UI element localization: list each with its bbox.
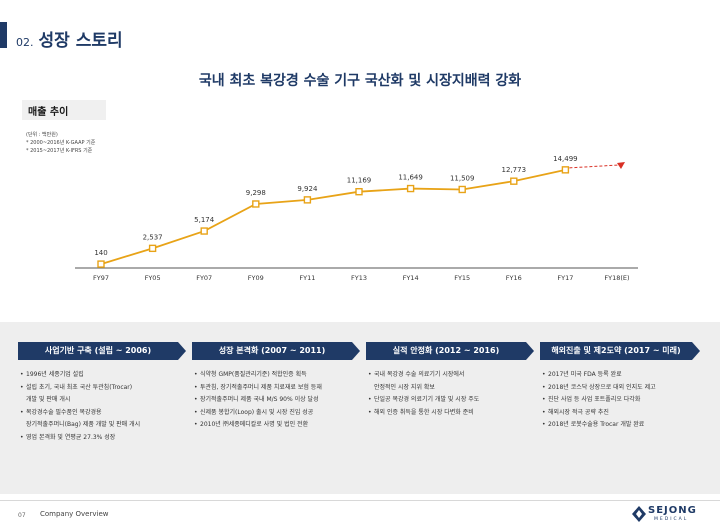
phase-3-item: 단일공 복강경 의료기기 개발 및 시장 주도 [366, 394, 534, 407]
phase-1-item: 1996년 세종기업 설립 [18, 369, 186, 382]
x-tick-label: FY05 [145, 274, 161, 282]
phase-2-item: 투관침, 장기적출주머니 제품 치료재료 보험 등재 [192, 382, 360, 395]
phase-1-item: 개발 및 판매 개시 [26, 396, 71, 404]
data-label: 11,169 [347, 177, 372, 185]
sales-line-chart: 140 2,537 5,174 9,298 9,924 11,169 11,649 11,50… [75, 155, 638, 282]
section-header: 02. 성장 스토리 [16, 26, 123, 51]
data-label: 12,773 [502, 166, 527, 174]
logo-name: SEJONG [648, 505, 697, 516]
page-number: 07 [18, 512, 26, 519]
phase-1-title: 사업기반 구축 (설립 ~ 2006) [44, 346, 152, 355]
phase-2-item: 신제품 봉합기(Loop) 출시 및 시장 진입 성공 [192, 407, 360, 420]
data-label: 2,537 [143, 233, 163, 241]
x-tick-label: FY97 [93, 274, 109, 282]
x-tick-label: FY16 [506, 274, 522, 282]
phase-1-item: 영업 본격화 및 연평균 27.3% 성장 [18, 432, 186, 445]
logo-mark-icon [632, 506, 646, 522]
phase-3: 실적 안정화 (2012 ~ 2016) 국내 복강경 수술 의료기기 시장에서… [366, 342, 534, 419]
trend-arrow-line [569, 164, 620, 169]
x-tick-label: FY09 [248, 274, 264, 282]
data-label: 9,924 [297, 185, 318, 193]
phase-1-item: 장기적출주머니(Bag) 제품 개발 및 판매 개시 [26, 421, 141, 429]
phase-3-title: 실적 안정화 (2012 ~ 2016) [392, 346, 500, 355]
x-tick-label: FY13 [351, 274, 367, 282]
footer-text: Company Overview [40, 510, 109, 518]
phase-2-title: 성장 본격화 (2007 ~ 2011) [218, 346, 326, 355]
phase-2: 성장 본격화 (2007 ~ 2011) 식약청 GMP(품질관리기준) 적합인… [192, 342, 360, 432]
header-accent-bar [0, 22, 7, 48]
phase-3-header: 실적 안정화 (2012 ~ 2016) [366, 342, 534, 360]
data-point [252, 200, 260, 208]
phase-1-header: 사업기반 구축 (설립 ~ 2006) [18, 342, 186, 360]
data-point [458, 185, 466, 194]
note-kgaap: * 2000~2016년 K-GAAP 기준 [26, 140, 96, 146]
phase-4-item: 해외시장 적극 공략 추진 [540, 407, 700, 420]
data-label: 5,174 [194, 216, 215, 224]
sejong-logo: SEJONG MEDICAL [632, 504, 712, 524]
phase-4-item: 진단 사업 등 사업 포트폴리오 다각화 [540, 394, 700, 407]
section-number: 02. [16, 36, 34, 49]
data-point [355, 188, 363, 196]
x-tick-label: FY11 [299, 274, 315, 282]
data-label: 14,499 [553, 155, 578, 163]
phase-4: 해외진출 및 제2도약 (2017 ~ 미래) 2017년 미국 FDA 등록 … [540, 342, 700, 432]
data-point [97, 260, 105, 268]
phase-2-item: 식약청 GMP(품질관리기준) 적합인증 획득 [192, 369, 360, 382]
phase-4-item: 2017년 미국 FDA 등록 완료 [540, 369, 700, 382]
note-kifrs: * 2015~2017년 K-IFRS 기준 [26, 148, 93, 154]
data-label: 9,298 [246, 189, 266, 197]
phase-3-item: 안정적인 시장 지위 확보 [374, 383, 435, 391]
section-title: 성장 스토리 [38, 31, 123, 51]
data-point [200, 227, 208, 235]
phase-2-item: 장기적출주머니 제품 국내 M/S 90% 이상 달성 [192, 394, 360, 407]
data-label: 140 [94, 249, 107, 257]
x-tick-label: FY07 [196, 274, 212, 282]
phase-1-item: 설립 초기, 국내 최초 국산 투관침(Trocar) [18, 382, 186, 395]
phase-1: 사업기반 구축 (설립 ~ 2006) 1996년 세종기업 설립 설립 초기,… [18, 342, 186, 444]
headline: 국내 최초 복강경 수술 기구 국산화 및 시장지배력 강화 [198, 73, 522, 89]
phase-2-header: 성장 본격화 (2007 ~ 2011) [192, 342, 360, 360]
data-point [561, 166, 570, 174]
x-tick-label: FY17 [557, 274, 573, 282]
sales-badge [22, 100, 106, 120]
footer-divider [0, 500, 720, 501]
phase-2-item: 2010년 ㈜세종메디칼로 사명 및 법인 전환 [192, 419, 360, 432]
x-tick-label: FY14 [403, 274, 419, 282]
data-label: 11,649 [398, 174, 423, 182]
phase-4-header: 해외진출 및 제2도약 (2017 ~ 미래) [540, 342, 700, 360]
data-point [510, 177, 518, 185]
x-tick-label: FY18(E) [604, 274, 629, 282]
sales-label: 매출 추이 [28, 107, 69, 118]
phase-1-items: 1996년 세종기업 설립 설립 초기, 국내 최초 국산 투관침(Trocar… [18, 369, 186, 445]
phase-1-item: 복강경수술 필수품인 복강경용 [18, 407, 186, 420]
data-label: 11,509 [450, 174, 475, 182]
phase-4-item: 2018년 코스닥 상장으로 대외 인지도 제고 [540, 382, 700, 395]
phase-4-title: 해외진출 및 제2도약 (2017 ~ 미래) [551, 346, 681, 355]
phase-3-item: 국내 복강경 수술 의료기기 시장에서 [366, 369, 534, 382]
phase-2-items: 식약청 GMP(품질관리기준) 적합인증 획득 투관침, 장기적출주머니 제품 … [192, 369, 360, 432]
data-point [406, 184, 415, 193]
x-tick-label: FY15 [454, 274, 470, 282]
phase-4-items: 2017년 미국 FDA 등록 완료 2018년 코스닥 상장으로 대외 인지도… [540, 369, 700, 432]
data-point [303, 196, 312, 204]
chart-notes: (단위 : 백만원) * 2000~2016년 K-GAAP 기준 * 2015… [26, 131, 95, 155]
phase-4-item: 2018년 로봇수술용 Trocar 개발 완료 [540, 419, 700, 432]
phase-3-item: 해외 인증 취득을 통한 시장 다변화 준비 [366, 407, 534, 420]
trend-arrow-head [617, 162, 625, 169]
logo-sub: MEDICAL [654, 517, 689, 522]
series-line [100, 168, 566, 265]
unit-note: (단위 : 백만원) [26, 132, 58, 138]
phase-3-items: 국내 복강경 수술 의료기기 시장에서 안정적인 시장 지위 확보 단일공 복강… [366, 369, 534, 419]
data-point [148, 244, 157, 253]
